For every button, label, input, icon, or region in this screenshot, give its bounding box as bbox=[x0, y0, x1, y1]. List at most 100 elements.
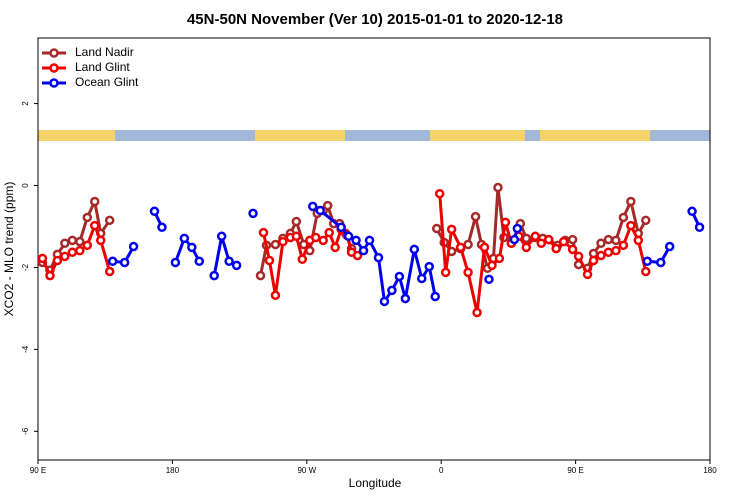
point bbox=[82, 240, 93, 251]
legend-marker bbox=[49, 48, 59, 58]
point bbox=[270, 290, 281, 301]
point bbox=[494, 253, 505, 264]
point bbox=[603, 247, 614, 258]
point bbox=[603, 234, 614, 245]
land-strip bbox=[255, 130, 345, 141]
point bbox=[194, 256, 205, 267]
point bbox=[417, 273, 427, 284]
point bbox=[75, 236, 85, 247]
point bbox=[170, 257, 181, 268]
legend-label: Land Glint bbox=[75, 60, 130, 74]
legend-marker bbox=[49, 63, 59, 73]
point bbox=[311, 232, 321, 243]
point bbox=[387, 285, 397, 296]
point bbox=[248, 208, 258, 219]
point bbox=[82, 212, 93, 223]
plot-frame bbox=[37, 37, 711, 461]
point bbox=[216, 231, 227, 242]
legend-marker bbox=[49, 78, 59, 88]
x-tick-label: 90 E bbox=[30, 466, 46, 475]
point bbox=[270, 239, 281, 250]
point bbox=[209, 270, 219, 281]
point bbox=[543, 234, 554, 245]
point bbox=[318, 235, 328, 246]
point bbox=[487, 260, 497, 271]
point bbox=[430, 291, 440, 302]
y-axis-label: XCO2 - MLO trend (ppm) bbox=[2, 182, 16, 317]
point bbox=[611, 245, 621, 256]
point bbox=[104, 215, 115, 226]
y-tick-label: -6 bbox=[21, 427, 30, 435]
point bbox=[60, 251, 70, 262]
land-strip bbox=[38, 130, 115, 141]
point bbox=[351, 235, 361, 246]
point bbox=[336, 222, 346, 233]
point bbox=[521, 242, 532, 253]
point bbox=[641, 266, 651, 277]
point bbox=[255, 270, 266, 281]
point bbox=[596, 238, 606, 249]
y-tick-label: -4 bbox=[21, 345, 30, 353]
point bbox=[642, 256, 653, 267]
point bbox=[582, 269, 593, 280]
point bbox=[446, 224, 457, 235]
point bbox=[60, 238, 70, 249]
legend-label: Land Nadir bbox=[75, 45, 134, 59]
point bbox=[75, 245, 85, 256]
point bbox=[119, 257, 130, 268]
y-tick-label: 2 bbox=[21, 101, 30, 106]
point bbox=[149, 206, 160, 217]
point bbox=[694, 222, 705, 233]
point bbox=[484, 274, 494, 285]
point bbox=[352, 250, 363, 261]
point bbox=[521, 233, 532, 244]
point bbox=[373, 252, 384, 263]
land-strip bbox=[430, 130, 525, 141]
point bbox=[187, 242, 197, 253]
point bbox=[297, 254, 308, 264]
point bbox=[278, 236, 288, 247]
point bbox=[409, 244, 420, 255]
point bbox=[573, 251, 584, 262]
land-mask bbox=[38, 130, 710, 141]
point bbox=[472, 307, 482, 318]
point bbox=[655, 257, 666, 268]
land-strip bbox=[540, 130, 650, 141]
point bbox=[379, 296, 390, 307]
point bbox=[128, 241, 139, 252]
point bbox=[664, 241, 675, 252]
point bbox=[89, 196, 100, 207]
point bbox=[512, 223, 523, 234]
point bbox=[364, 235, 375, 246]
point bbox=[291, 216, 302, 227]
point bbox=[330, 242, 340, 253]
point bbox=[641, 215, 651, 226]
x-axis-label: Longitude bbox=[349, 476, 402, 490]
point bbox=[479, 242, 490, 253]
point bbox=[633, 235, 644, 246]
point bbox=[343, 231, 354, 242]
point bbox=[37, 253, 48, 264]
point bbox=[618, 240, 629, 251]
y-tick-label: 0 bbox=[21, 183, 30, 188]
point bbox=[463, 239, 473, 250]
point bbox=[455, 242, 466, 253]
x-tick-label: 180 bbox=[166, 466, 180, 475]
point bbox=[264, 255, 275, 266]
point bbox=[231, 260, 242, 271]
point bbox=[322, 200, 333, 211]
point bbox=[424, 261, 435, 272]
point bbox=[67, 235, 78, 246]
x-tick-label: 90 W bbox=[297, 466, 316, 475]
point bbox=[470, 211, 481, 222]
point bbox=[157, 222, 167, 233]
point bbox=[558, 236, 569, 247]
point bbox=[89, 220, 100, 231]
point bbox=[626, 196, 636, 207]
point bbox=[95, 235, 106, 246]
ocean-strip bbox=[38, 130, 710, 141]
point bbox=[308, 201, 318, 212]
point bbox=[596, 250, 606, 261]
x-tick-label: 180 bbox=[703, 466, 717, 475]
